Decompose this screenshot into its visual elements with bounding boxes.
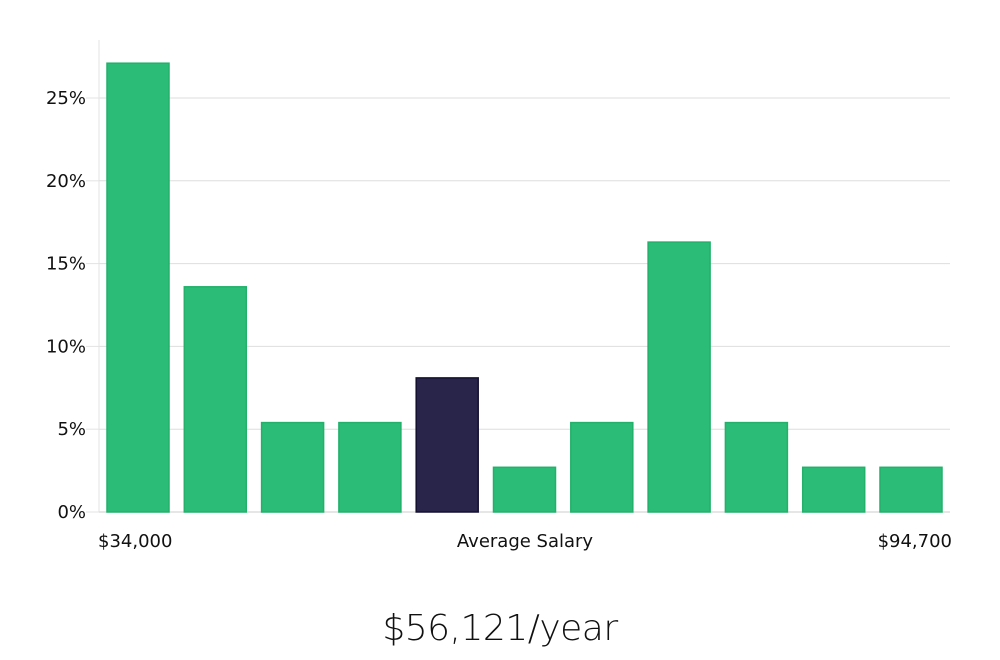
- bar: [879, 466, 943, 513]
- x-label-max: $94,700: [878, 531, 952, 552]
- x-label-center: Average Salary: [457, 531, 594, 552]
- y-tick-label: 15%: [46, 254, 86, 275]
- y-tick-label: 20%: [46, 171, 86, 192]
- bar: [338, 421, 402, 513]
- bar: [492, 466, 557, 513]
- y-tick-label: 10%: [46, 336, 86, 357]
- bars: [106, 62, 943, 513]
- bar: [647, 241, 711, 513]
- bar-highlighted: [415, 377, 479, 513]
- y-tick-labels: 0% 5% 10% 15% 20% 25%: [46, 88, 86, 523]
- y-tick-label: 0%: [57, 502, 86, 523]
- y-tick-label: 5%: [57, 419, 86, 440]
- x-label-min: $34,000: [98, 531, 172, 552]
- bar: [724, 421, 789, 513]
- bar: [801, 466, 866, 513]
- bar: [183, 286, 248, 513]
- bar: [106, 62, 170, 513]
- bar: [570, 421, 634, 513]
- salary-histogram: 0%5%10%15%20%25% $34,000 Average Salary …: [46, 40, 952, 552]
- average-salary-value: $56,121/year: [382, 608, 618, 649]
- bar: [260, 421, 325, 513]
- y-tick-label: 25%: [46, 88, 86, 109]
